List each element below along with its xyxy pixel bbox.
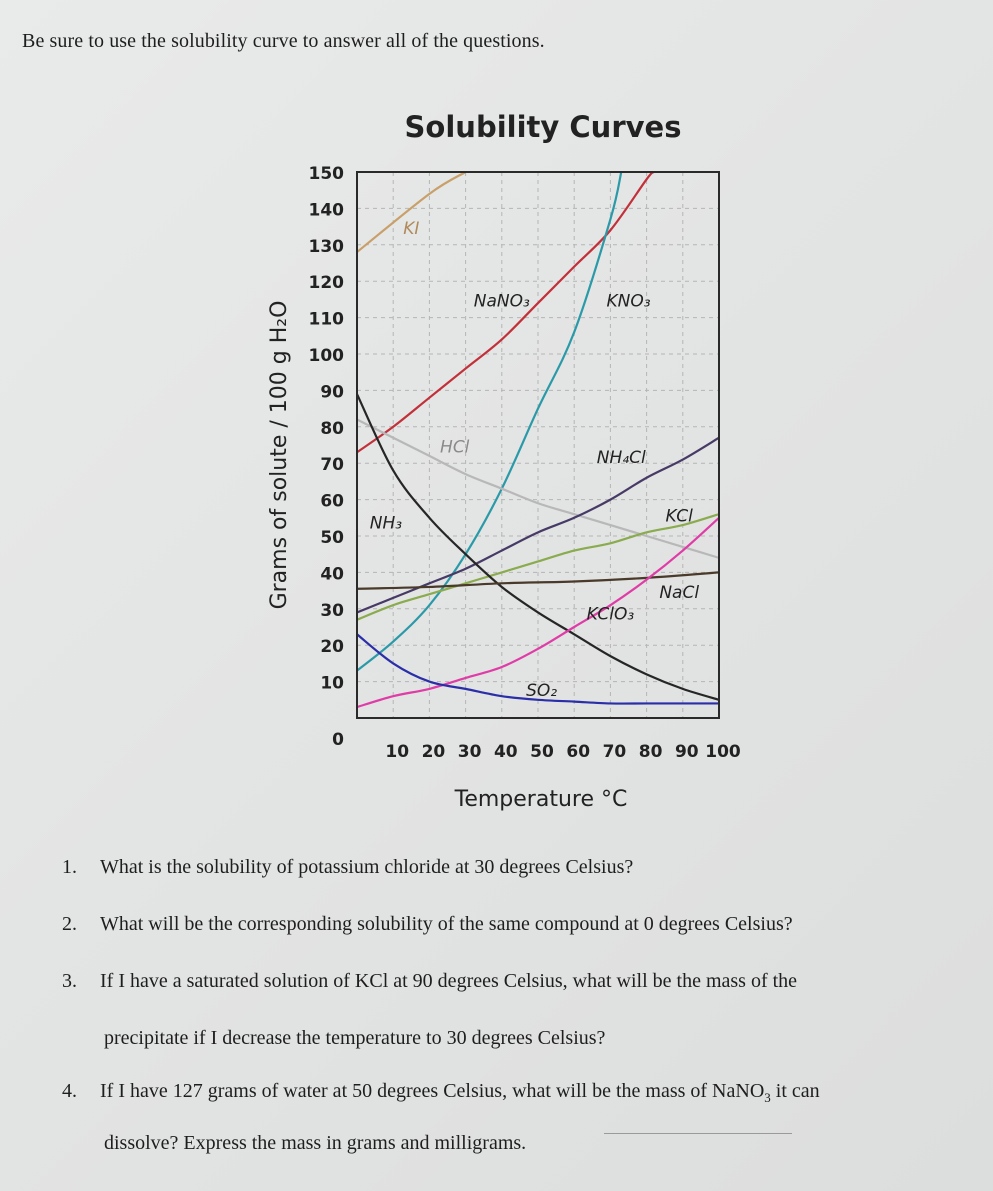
question-1: 1. What is the solubility of potassium ch…: [62, 856, 634, 878]
y-tick-label: 80: [320, 419, 344, 439]
x-tick-label: 10: [385, 742, 409, 762]
y-tick-label: 20: [320, 637, 344, 657]
y-tick-label: 150: [309, 164, 345, 184]
y-tick-label: 70: [320, 455, 344, 475]
x-tick-label: 40: [494, 742, 518, 762]
series-label: NH₄Cl: [597, 448, 646, 468]
x-tick-label: 20: [422, 742, 446, 762]
series-label: KNO₃: [606, 292, 650, 312]
series-label: KClO₃: [587, 605, 635, 625]
y-tick-label: 100: [309, 346, 345, 366]
series-line: [357, 516, 719, 709]
solubility-chart: Solubility Curves 0102030405060708090100…: [267, 110, 741, 812]
chart-series: [357, 172, 719, 709]
series-label: HCl: [440, 437, 470, 457]
chart-grid: [357, 172, 719, 718]
y-tick-label: 40: [320, 564, 344, 584]
chart-title: Solubility Curves: [405, 110, 682, 144]
y-tick-label: 0: [332, 730, 344, 750]
y-tick-label: 110: [309, 310, 345, 330]
y-tick-label: 50: [320, 528, 344, 548]
y-tick-label: 10: [320, 674, 344, 694]
y-tick-label: 60: [320, 492, 344, 512]
series-line: [357, 172, 655, 454]
y-tick-label: 120: [309, 273, 345, 293]
x-tick-label: 30: [458, 742, 482, 762]
series-label: KCl: [666, 506, 694, 526]
question-4: 4. If I have 127 grams of water at 50 deg…: [62, 1080, 820, 1105]
y-tick-label: 140: [309, 200, 345, 220]
question-3: 3. If I have a saturated solution of KCl …: [62, 970, 798, 992]
series-line: [357, 418, 719, 559]
x-tick-label: 80: [639, 742, 663, 762]
x-tick-label: 100: [705, 742, 741, 762]
x-axis-ticks: 10 20 30 40 50 60 70 80 90 100: [385, 742, 741, 762]
series-line: [357, 513, 719, 621]
series-line: [357, 393, 719, 701]
question-2: 2. What will be the corresponding solubil…: [62, 913, 793, 935]
x-tick-label: 70: [603, 742, 627, 762]
y-axis-label: Grams of solute / 100 g H₂O: [267, 301, 292, 610]
series-label: NH₃: [370, 514, 403, 534]
series-labels: KI NaNO₃ KNO₃ HCl NH₄Cl KCl NH₃ NaCl KClO₃ SO₂: [370, 219, 700, 701]
series-label: NaNO₃: [474, 292, 530, 312]
y-tick-label: 130: [309, 237, 345, 257]
question-3-continuation: precipitate if I decrease the temperatur…: [104, 1027, 606, 1049]
x-tick-label: 60: [566, 742, 590, 762]
series-label: NaCl: [659, 583, 699, 603]
answer-line: [604, 1133, 792, 1134]
x-axis-label: Temperature °C: [454, 787, 628, 812]
plot-frame: [356, 171, 720, 719]
y-tick-label: 90: [320, 382, 344, 402]
series-line: [357, 633, 719, 705]
series-label: SO₂: [526, 681, 557, 701]
question-4-continuation: dissolve? Express the mass in grams and …: [104, 1132, 527, 1154]
series-line: [357, 172, 623, 672]
series-line: [357, 571, 719, 590]
y-tick-label: 30: [320, 601, 344, 621]
x-tick-label: 90: [675, 742, 699, 762]
x-tick-label: 50: [530, 742, 554, 762]
series-label: KI: [403, 219, 419, 239]
series-line: [357, 172, 467, 253]
instruction-text: Be sure to use the solubility curve to a…: [22, 30, 545, 52]
y-axis-ticks: 0 10 20 30 40 50 60 70 80 90 100 110 120 130 140 150: [309, 164, 345, 750]
